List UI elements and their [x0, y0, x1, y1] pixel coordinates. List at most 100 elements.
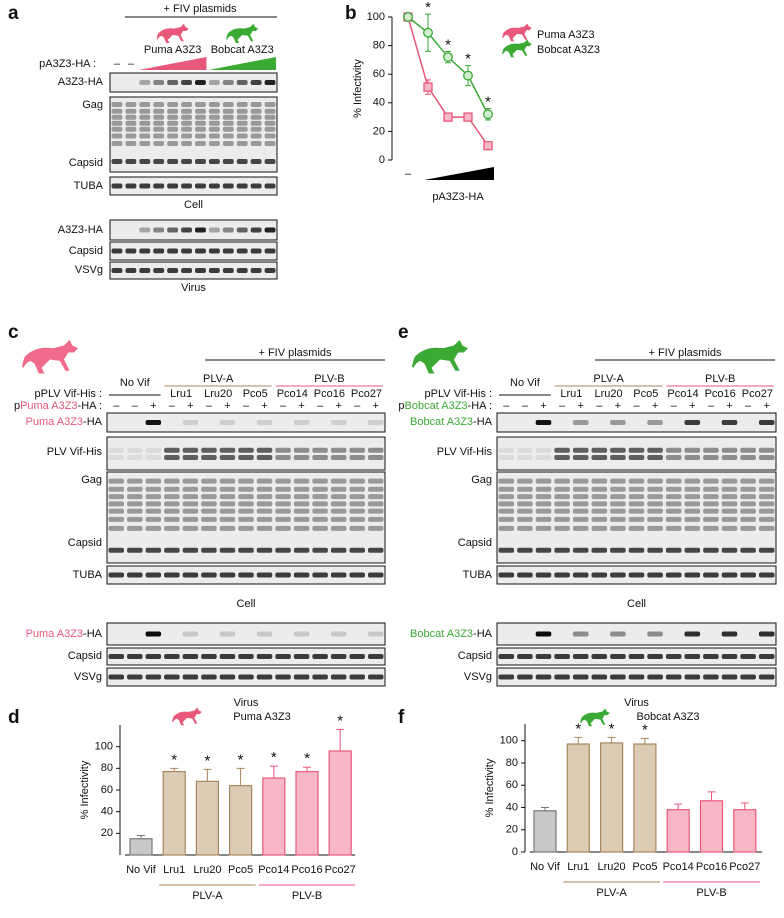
blot-band: [275, 525, 291, 531]
blot-band: [195, 126, 206, 132]
x-tick-label: Lru1: [567, 861, 589, 873]
lane-sign: –: [317, 400, 324, 412]
blot-band: [758, 525, 775, 531]
blot-band: [182, 420, 199, 425]
blot-band: [572, 674, 589, 680]
blot-band: [264, 102, 276, 107]
blot-band: [145, 478, 162, 484]
blot-caption: Virus: [624, 697, 649, 709]
plasmid-label: pA3Z3-HA :: [39, 58, 96, 70]
lane-sign: +: [224, 400, 230, 412]
blot-band: [164, 494, 180, 500]
row-label: Puma A3Z3-HA: [26, 628, 103, 640]
error-bar: [303, 766, 311, 772]
lane-sign: –: [522, 400, 529, 412]
blot-band: [236, 248, 248, 254]
blot-band: [139, 126, 151, 132]
blot-band: [111, 114, 123, 120]
blot-band: [219, 654, 236, 659]
blot-band: [256, 525, 273, 531]
a3-name: Puma A3Z3: [20, 400, 77, 412]
x-tick-label: No Vif: [530, 861, 561, 873]
error-bar: [336, 728, 345, 751]
blot-band: [367, 420, 384, 425]
blot-band: [330, 508, 347, 514]
blot-band: [250, 120, 262, 126]
blot-band: [219, 447, 236, 453]
blot-band: [167, 120, 179, 126]
blot-strip: [109, 241, 278, 261]
blot-band: [517, 674, 533, 680]
blot-band: [167, 227, 179, 233]
blot-band: [628, 572, 645, 578]
blot-band: [684, 547, 701, 553]
blot-band: [572, 447, 589, 453]
blot-band: [535, 420, 552, 425]
blot-band: [127, 454, 143, 460]
row-label: Gag: [82, 99, 103, 111]
blot-band: [610, 508, 626, 514]
a3-label: pPuma A3Z3-HA :: [14, 400, 102, 412]
blot-band: [219, 454, 236, 460]
blot-band: [367, 525, 384, 531]
blot-band: [164, 525, 180, 531]
blot-band: [164, 674, 180, 680]
blot-band: [312, 494, 328, 500]
blot-band: [684, 508, 701, 514]
blot-band: [139, 183, 151, 189]
blot-band: [312, 572, 328, 578]
blot-band: [181, 126, 192, 132]
blot-band: [665, 547, 682, 553]
blot-band: [264, 133, 276, 139]
significance-mark: *: [642, 721, 648, 738]
blot-band: [721, 631, 738, 637]
blot-band: [182, 486, 199, 492]
error-bar: [640, 737, 649, 745]
significance-mark: *: [609, 720, 615, 737]
blot-band: [535, 447, 552, 453]
lane-sign: +: [373, 400, 379, 412]
blot-band: [145, 547, 162, 553]
blot-strip: [109, 219, 278, 241]
blot-band: [182, 516, 199, 522]
blot-band: [164, 486, 180, 492]
row-label-name: Puma A3Z3: [26, 416, 83, 428]
y-tick-label: 40: [373, 97, 385, 109]
blot-band: [139, 141, 151, 146]
vif-label: pPLV Vif-His :: [425, 388, 492, 400]
a3-name: Bobcat A3Z3: [405, 400, 468, 412]
blot-band: [517, 447, 533, 453]
blot-band: [647, 631, 663, 637]
blot-band: [758, 508, 775, 514]
blot-band: [145, 454, 162, 460]
blot-band: [201, 454, 217, 460]
blot-band: [250, 141, 262, 146]
blot-band: [330, 631, 347, 637]
blot-band: [127, 494, 143, 500]
blot-band: [367, 547, 384, 553]
row-label-suffix: -HA: [83, 628, 103, 640]
variant-label: Pco14: [277, 388, 308, 400]
blot-band: [647, 478, 663, 484]
blot-band: [275, 674, 291, 680]
blot-band: [164, 501, 180, 507]
x-tick-label: Pco27: [325, 864, 356, 876]
blot-band: [293, 447, 310, 453]
blot-band: [250, 133, 262, 139]
significance-mark: *: [337, 712, 343, 729]
blot-band: [758, 547, 775, 553]
blot-band: [572, 547, 589, 553]
series-line: [407, 16, 489, 115]
blot-band: [758, 454, 775, 460]
blot-band: [535, 501, 552, 507]
blot-band: [554, 516, 570, 522]
blot-band: [572, 572, 589, 578]
blot-band: [517, 478, 533, 484]
blot-band: [256, 501, 273, 507]
blot-band: [181, 141, 192, 146]
blot-band: [591, 547, 608, 553]
blot-band: [111, 183, 123, 189]
lane-sign: +: [150, 400, 156, 412]
blot-band: [349, 486, 365, 492]
blot-band: [145, 631, 162, 637]
